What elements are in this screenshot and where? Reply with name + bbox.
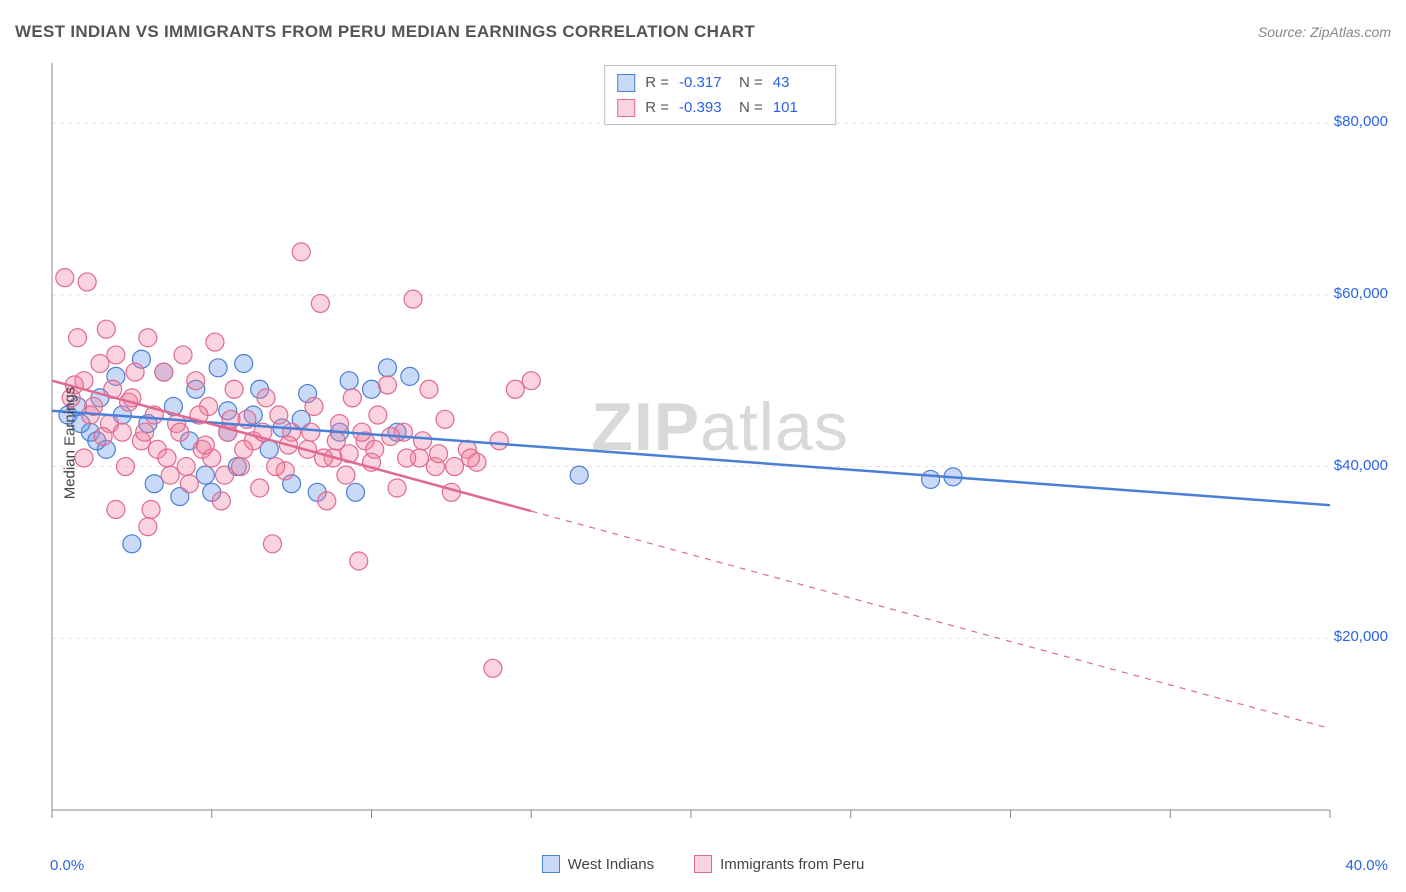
legend-item: West Indians: [542, 855, 654, 873]
scatter-plot-svg: [50, 55, 1390, 830]
legend-swatch: [617, 99, 635, 117]
chart-container: WEST INDIAN VS IMMIGRANTS FROM PERU MEDI…: [0, 0, 1406, 892]
y-tick-label: $20,000: [1334, 628, 1388, 645]
title-row: WEST INDIAN VS IMMIGRANTS FROM PERU MEDI…: [15, 22, 1391, 42]
r-value: -0.317: [679, 70, 729, 95]
legend-label: West Indians: [568, 856, 654, 873]
n-value: 101: [773, 95, 823, 120]
n-value: 43: [773, 70, 823, 95]
series-legend: West Indians Immigrants from Peru: [0, 855, 1406, 873]
y-tick-label: $80,000: [1334, 113, 1388, 130]
r-label: R =: [645, 70, 669, 95]
chart-title: WEST INDIAN VS IMMIGRANTS FROM PERU MEDI…: [15, 22, 755, 42]
source-label: Source: ZipAtlas.com: [1258, 24, 1391, 40]
legend-swatch: [542, 855, 560, 873]
y-axis-label: Median Earnings: [62, 386, 79, 499]
n-label: N =: [739, 95, 763, 120]
legend-swatch: [694, 855, 712, 873]
legend-swatch: [617, 74, 635, 92]
r-label: R =: [645, 95, 669, 120]
r-value: -0.393: [679, 95, 729, 120]
plot-area: Median Earnings ZIPatlas R = -0.317 N = …: [50, 55, 1390, 830]
n-label: N =: [739, 70, 763, 95]
correlation-legend-row: R = -0.317 N = 43: [617, 70, 823, 95]
y-tick-label: $60,000: [1334, 285, 1388, 302]
correlation-legend: R = -0.317 N = 43 R = -0.393 N = 101: [604, 65, 836, 125]
correlation-legend-row: R = -0.393 N = 101: [617, 95, 823, 120]
legend-item: Immigrants from Peru: [694, 855, 864, 873]
legend-label: Immigrants from Peru: [720, 856, 864, 873]
y-tick-label: $40,000: [1334, 457, 1388, 474]
